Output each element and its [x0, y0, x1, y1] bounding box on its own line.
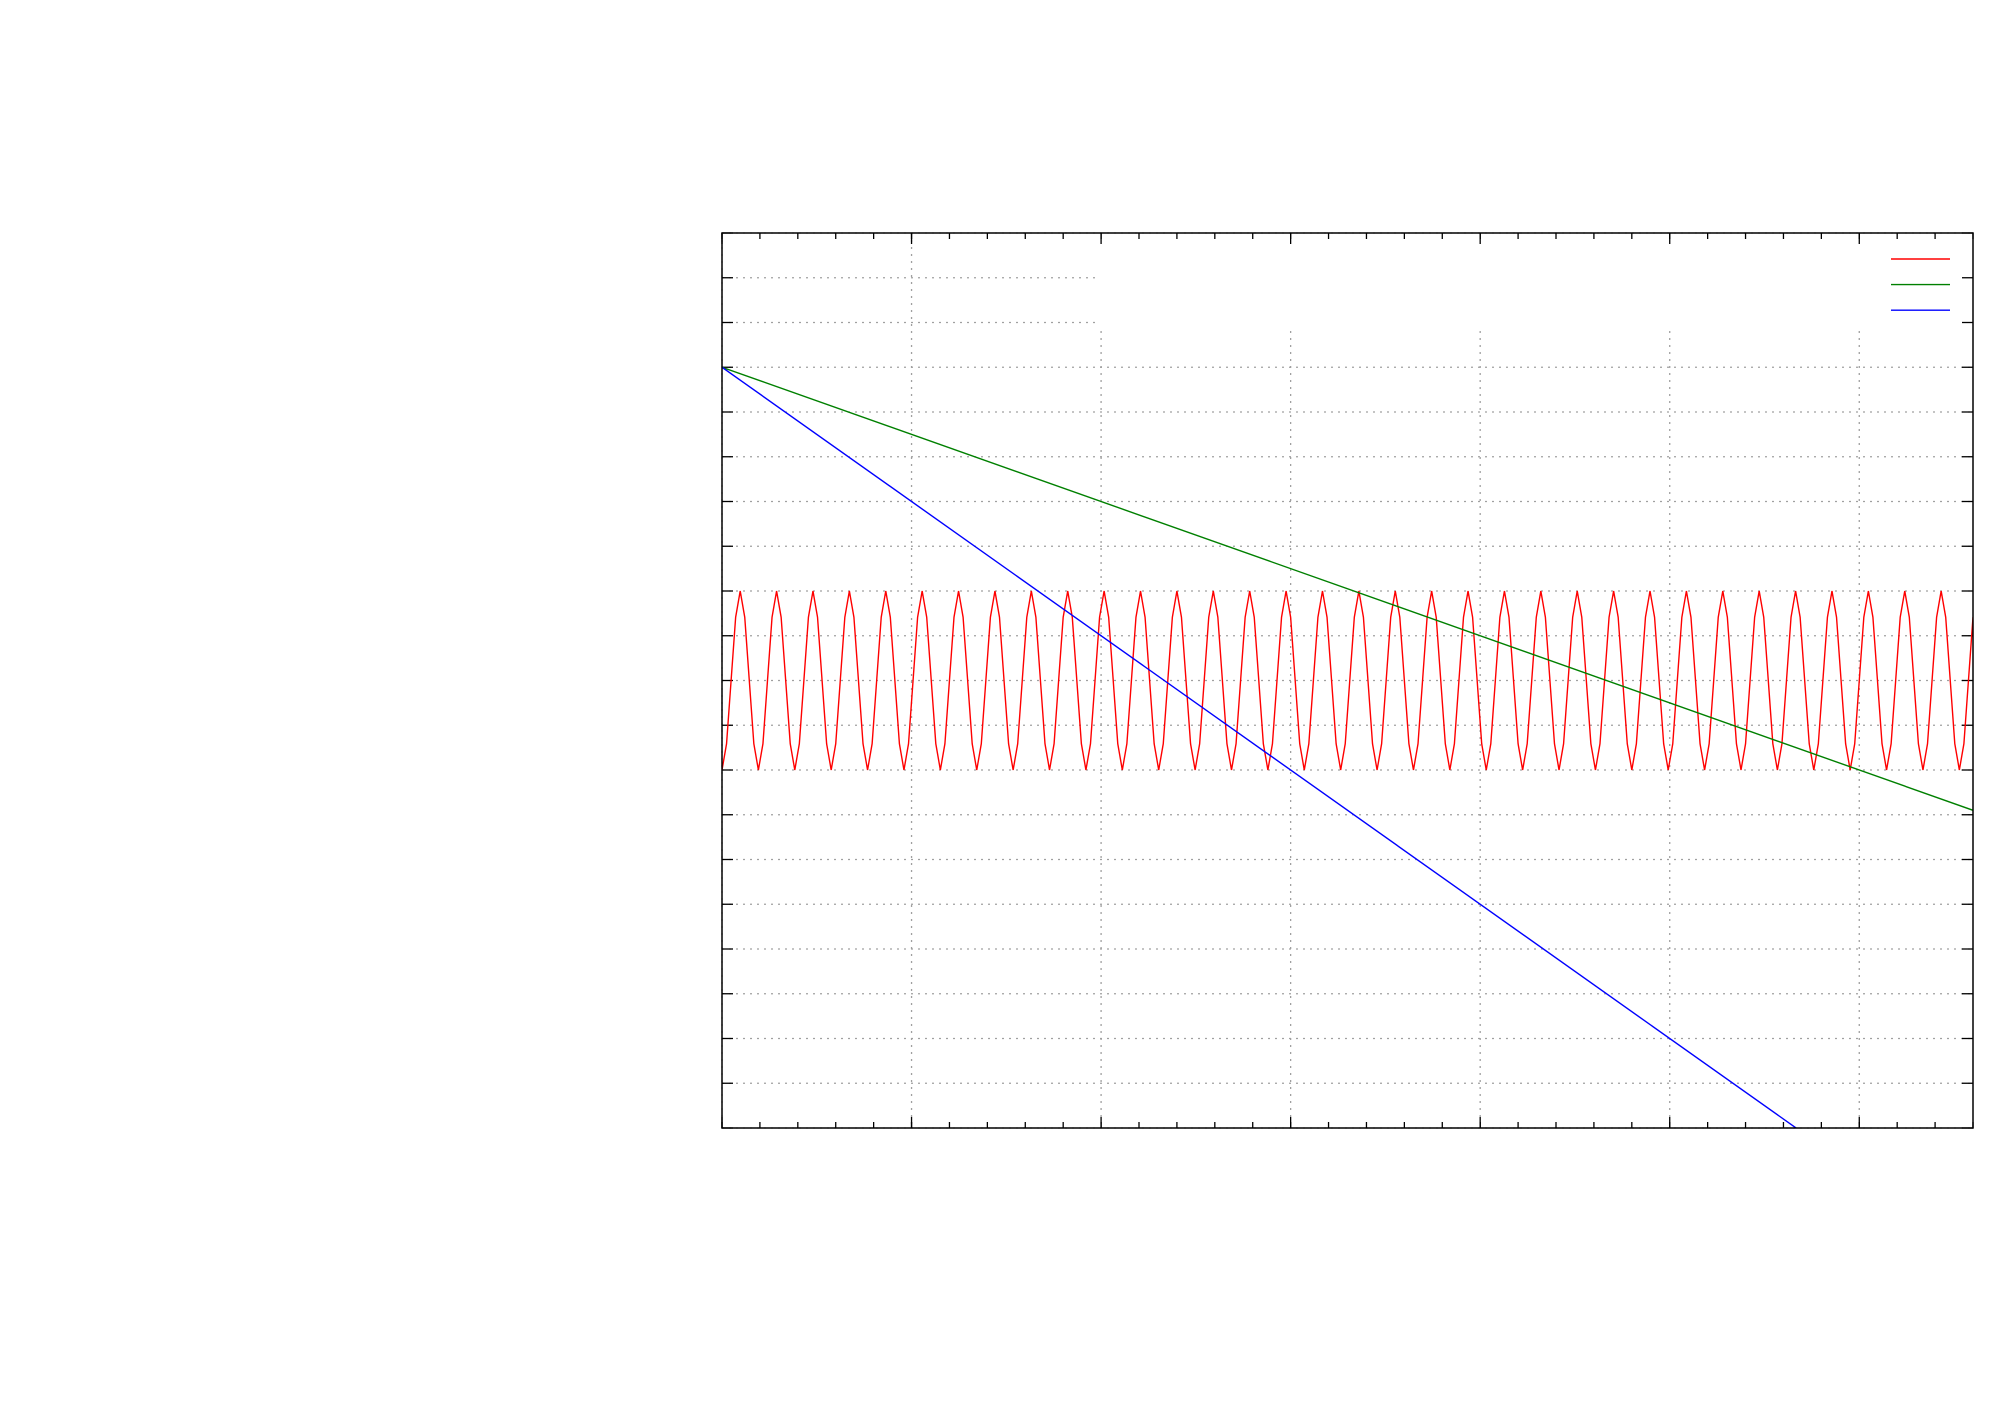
plot-border — [721, 232, 1974, 1129]
legend-box — [1099, 234, 1972, 327]
ticks — [721, 232, 1974, 1129]
grid — [721, 232, 1973, 1129]
legend — [1891, 258, 1950, 311]
series-line — [722, 366, 1973, 811]
plot-area — [722, 366, 1973, 1128]
series-line — [722, 590, 1973, 771]
series-line — [722, 366, 1798, 1128]
